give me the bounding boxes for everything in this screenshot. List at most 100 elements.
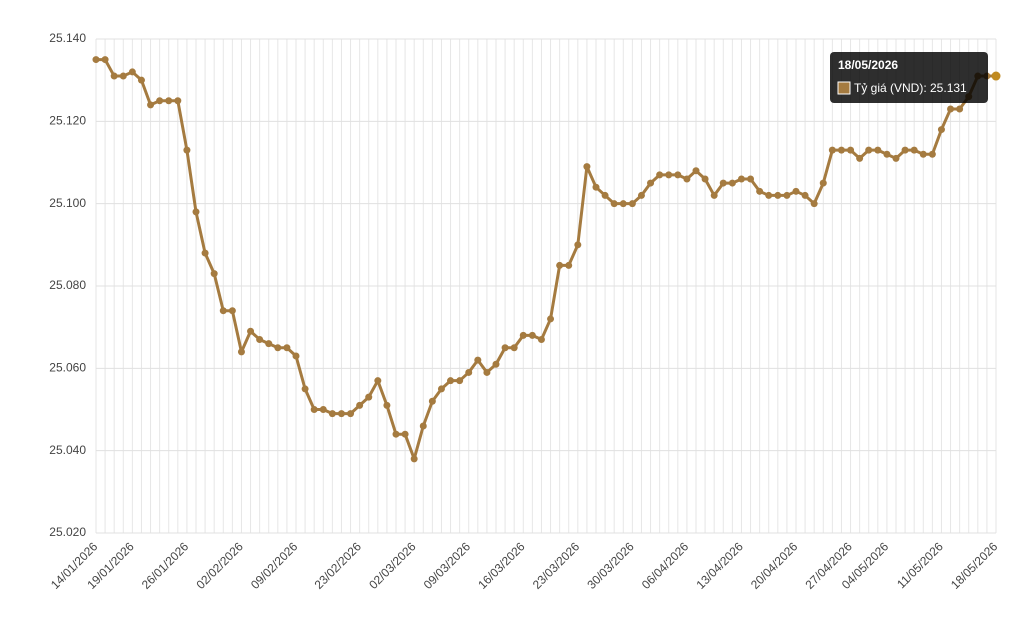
y-tick-label: 25.120: [49, 114, 86, 128]
point: [728, 179, 736, 187]
x-tick-label: 30/03/2026: [584, 539, 637, 592]
point: [547, 315, 555, 323]
point: [210, 270, 218, 278]
point: [883, 150, 891, 158]
point: [256, 336, 264, 344]
point: [865, 146, 873, 154]
point: [465, 368, 473, 376]
point: [837, 146, 845, 154]
point: [265, 340, 273, 348]
point: [674, 171, 682, 179]
point: [910, 146, 918, 154]
plot: [92, 56, 1001, 463]
point: [737, 175, 745, 183]
point: [410, 455, 418, 463]
point: [719, 179, 727, 187]
tooltip-box: [830, 52, 988, 103]
tooltip-label: Tỷ giá (VND): 25.131: [854, 81, 967, 95]
point: [574, 241, 582, 249]
x-tick-label: 02/03/2026: [366, 539, 419, 592]
y-tick-label: 25.080: [49, 278, 86, 292]
y-tick-label: 25.100: [49, 196, 86, 210]
point: [165, 97, 173, 105]
tooltip-swatch: [837, 81, 851, 95]
point: [428, 397, 436, 405]
point: [601, 191, 609, 199]
point: [247, 327, 255, 335]
point: [156, 97, 164, 105]
point: [592, 183, 600, 191]
point: [183, 146, 191, 154]
point: [774, 191, 782, 199]
point: [301, 385, 309, 393]
point: [192, 208, 200, 216]
point: [656, 171, 664, 179]
point: [683, 175, 691, 183]
x-tick-label: 18/05/2026: [948, 539, 1001, 592]
point: [819, 179, 827, 187]
point: [537, 336, 545, 344]
point: [756, 187, 764, 195]
point: [610, 200, 618, 208]
x-tick-label: 13/04/2026: [693, 539, 746, 592]
point: [665, 171, 673, 179]
point: [828, 146, 836, 154]
point: [765, 191, 773, 199]
point: [647, 179, 655, 187]
point: [510, 344, 518, 352]
point: [619, 200, 627, 208]
point: [937, 126, 945, 134]
x-tick-label: 02/02/2026: [193, 539, 246, 592]
point: [947, 105, 955, 113]
point: [991, 71, 1001, 81]
point: [92, 56, 100, 64]
x-tick-label: 09/02/2026: [248, 539, 301, 592]
x-tick-label: 20/04/2026: [748, 539, 801, 592]
point: [528, 331, 536, 339]
point: [137, 76, 145, 84]
point: [810, 200, 818, 208]
point: [492, 360, 500, 368]
point: [483, 368, 491, 376]
point: [456, 377, 464, 385]
point: [783, 191, 791, 199]
point: [892, 154, 900, 162]
x-tick-label: 26/01/2026: [139, 539, 192, 592]
point: [310, 406, 318, 413]
y-tick-label: 25.060: [49, 361, 86, 375]
x-tick-label: 09/03/2026: [421, 539, 474, 592]
point: [319, 406, 327, 413]
point: [874, 146, 882, 154]
point: [292, 352, 300, 360]
tooltip: 18/05/2026 Tỷ giá (VND): 25.131: [830, 52, 988, 103]
point: [474, 356, 482, 364]
point: [565, 261, 573, 269]
line: [96, 58, 996, 461]
point: [419, 422, 427, 430]
point: [628, 200, 636, 208]
point: [928, 150, 936, 158]
point: [237, 348, 245, 356]
point: [228, 307, 236, 315]
point: [710, 191, 718, 199]
point: [437, 385, 445, 393]
point: [519, 331, 527, 339]
point: [119, 72, 127, 80]
tooltip-title: 18/05/2026: [838, 58, 898, 72]
y-tick-label: 25.140: [49, 31, 86, 45]
point: [856, 154, 864, 162]
point: [174, 97, 182, 105]
point: [501, 344, 509, 352]
point: [447, 377, 455, 385]
point: [101, 56, 109, 64]
point: [847, 146, 855, 154]
point: [128, 68, 136, 76]
point: [337, 410, 345, 418]
point: [219, 307, 227, 315]
point: [392, 430, 400, 438]
y-tick-label: 25.040: [49, 443, 86, 457]
point: [792, 187, 800, 195]
point: [901, 146, 909, 154]
